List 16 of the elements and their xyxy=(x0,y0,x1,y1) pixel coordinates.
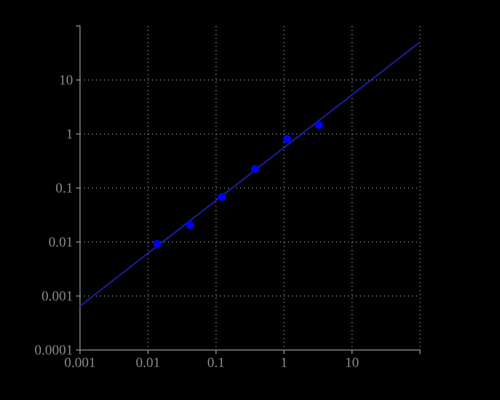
point xyxy=(315,120,323,129)
y-tick-label: 1 xyxy=(66,127,73,142)
point xyxy=(283,134,292,143)
point xyxy=(251,165,260,173)
y-tick-label: 10 xyxy=(59,73,73,88)
point xyxy=(218,193,226,202)
x-tick-label: 0.1 xyxy=(207,356,225,371)
y-tick-label: 0.0001 xyxy=(34,343,73,358)
x-tick-label: 10 xyxy=(345,356,359,371)
x-tick-label: 1 xyxy=(280,356,288,371)
y-tick-label: 0.01 xyxy=(48,235,73,250)
x-tick-label: 0.01 xyxy=(136,356,160,371)
y-tick-label: 0.001 xyxy=(42,289,73,304)
y-tick-label: 0.1 xyxy=(56,181,73,196)
point xyxy=(153,240,162,248)
point xyxy=(186,221,194,230)
